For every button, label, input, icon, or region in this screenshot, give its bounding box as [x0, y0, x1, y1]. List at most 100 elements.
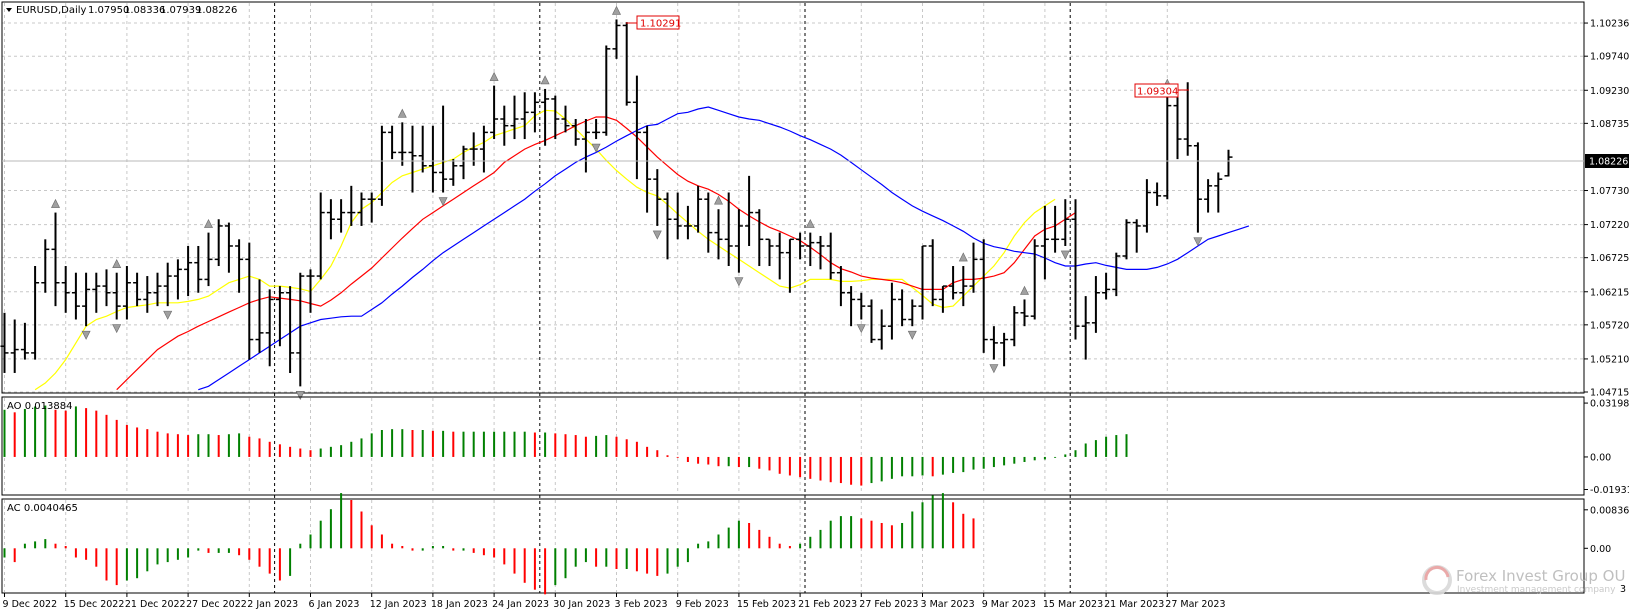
ohlc-bar — [857, 292, 866, 320]
ohlc-bar — [398, 122, 407, 166]
ohlc-bar — [357, 192, 366, 226]
ohlc-bar — [275, 286, 284, 347]
ohlc-bar — [673, 192, 682, 240]
ohlc-bar — [306, 269, 315, 313]
ohlc-bar — [887, 282, 896, 340]
ohlc-bar — [928, 239, 937, 307]
ohlc-bar — [1030, 239, 1039, 320]
time-axis-label: 9 Feb 2023 — [676, 599, 729, 610]
time-axis-label: 9 Dec 2022 — [3, 599, 58, 610]
ohlc-bar — [755, 209, 764, 267]
ohlc-bar — [530, 92, 539, 133]
ohlc-bar — [592, 119, 601, 140]
ohlc-bar — [92, 272, 101, 313]
ohlc-bar — [1071, 199, 1080, 340]
fractal-down-icon — [856, 324, 866, 334]
current-price-tag: 1.08226 — [1585, 154, 1629, 168]
fractal-up-icon — [714, 195, 723, 205]
high-marker-label-2: 1.09304 — [1137, 87, 1178, 98]
ohlc-bar — [510, 95, 519, 140]
time-axis-label: 27 Dec 2022 — [186, 599, 247, 610]
price-axis-label: 1.04715 — [1590, 388, 1629, 399]
fractal-down-icon — [1193, 237, 1203, 247]
ao-histogram — [3, 405, 1128, 486]
fractal-down-icon — [989, 364, 999, 374]
ohlc-bar — [561, 105, 570, 133]
ohlc-high: 1.08336 — [124, 5, 165, 16]
high-marker-label-1: 1.10291 — [640, 19, 681, 30]
axis-label: 0.0083681 — [1590, 505, 1629, 516]
ohlc-bar — [173, 259, 182, 300]
ohlc-bar — [316, 192, 325, 280]
ohlc-bar — [469, 132, 478, 166]
ohlc-bar — [122, 266, 131, 320]
high-marker-1: 1.10291 — [626, 15, 681, 30]
time-axis-label: 21 Dec 2022 — [125, 599, 186, 610]
ohlc-bar — [1112, 252, 1121, 297]
ohlc-bar — [694, 185, 703, 233]
symbol-header: EURUSD,Daily 1.07950 1.08336 1.07939 1.0… — [6, 5, 237, 16]
ohlc-bar — [847, 286, 856, 327]
ohlc-bar — [663, 192, 672, 260]
ohlc-bar — [816, 235, 825, 270]
ohlc-close: 1.08226 — [196, 5, 237, 16]
ohlc-bar — [745, 175, 754, 246]
fractal-up-icon — [612, 5, 621, 15]
ohlc-bar — [1020, 299, 1029, 327]
ohlc-bar — [908, 299, 917, 327]
ohlc-bar — [806, 232, 815, 267]
price-axis-label: 1.06725 — [1590, 253, 1629, 264]
watermark-company: Forex Invest Group OU — [1456, 567, 1625, 585]
ohlc-bar — [1091, 276, 1100, 333]
fractal-down-icon — [438, 197, 448, 207]
ao-panel-frame — [1, 396, 1585, 496]
ohlc-bar — [520, 92, 529, 140]
ohlc-bar — [71, 272, 80, 320]
ohlc-bar — [286, 286, 295, 373]
ac-histogram — [3, 493, 975, 595]
collapse-triangle-icon[interactable] — [6, 8, 12, 12]
ohlc-bar — [612, 19, 621, 59]
price-axis-label: 1.08735 — [1590, 119, 1629, 130]
ohlc-bar — [255, 279, 264, 353]
ohlc-bar — [683, 205, 692, 240]
fractal-down-icon — [652, 230, 662, 240]
ohlc-bar — [877, 309, 886, 350]
price-axis-label: 1.07730 — [1590, 186, 1629, 197]
ohlc-bar — [785, 238, 794, 293]
ma-slow-line — [198, 106, 1250, 391]
price-axis-label: 1.05210 — [1590, 354, 1629, 365]
time-axis-label: 27 Feb 2023 — [859, 599, 918, 610]
ohlc-bar — [51, 212, 60, 307]
ohlc-open: 1.07950 — [88, 5, 129, 16]
ohlc-bar — [143, 276, 152, 313]
ohlc-bar — [1173, 85, 1182, 160]
ohlc-bar — [82, 272, 91, 327]
ohlc-bar — [388, 125, 397, 160]
ohlc-bar — [10, 319, 19, 373]
watermark-tagline: Investment management company — [1457, 585, 1616, 595]
ohlc-bar — [41, 239, 50, 293]
ohlc-low: 1.07939 — [160, 5, 201, 16]
fractal-down-icon — [591, 143, 601, 153]
ohlc-bar — [377, 125, 386, 206]
high-marker-2: 1.09304 — [1134, 83, 1189, 98]
fractal-up-icon — [112, 259, 122, 269]
ohlc-bar — [602, 45, 611, 136]
ohlc-bar — [194, 245, 203, 293]
ohlc-bar — [102, 269, 111, 307]
ohlc-bar — [734, 209, 743, 273]
time-axis-label: 27 Mar 2023 — [1165, 599, 1225, 610]
ohlc-bar — [581, 119, 590, 173]
ohlc-bar — [1183, 82, 1192, 156]
fractal-up-icon — [51, 198, 60, 208]
ohlc-bar — [765, 238, 774, 267]
ohlc-bar — [1010, 306, 1019, 347]
ohlc-bar — [796, 232, 805, 260]
time-axis-label: 2 Jan 2023 — [247, 599, 298, 610]
fractal-down-icon — [112, 324, 122, 334]
ohlc-bar — [898, 289, 907, 327]
ao-axis: 0.031984 0.00 -0.019319 — [1584, 399, 1629, 496]
ohlc-bar — [918, 245, 927, 320]
